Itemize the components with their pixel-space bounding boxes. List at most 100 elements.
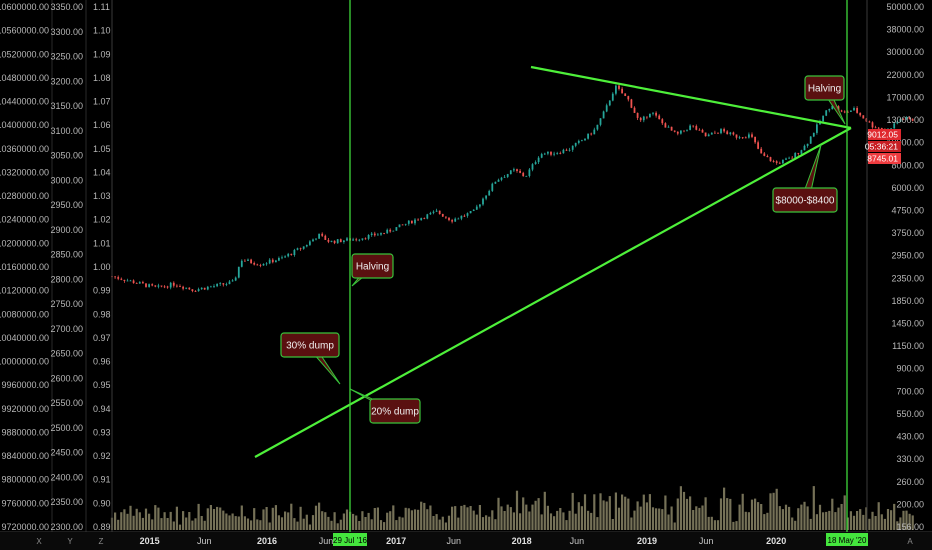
candle-body — [732, 132, 735, 135]
candle-body — [757, 142, 759, 149]
candle-body — [797, 153, 800, 154]
volume-bar — [178, 524, 182, 530]
volume-bar — [250, 520, 253, 530]
volume-bar — [324, 512, 327, 530]
volume-bar — [308, 524, 311, 530]
volume-bar — [246, 518, 250, 530]
candle-body — [553, 153, 555, 155]
volume-bar — [172, 521, 175, 530]
volume-bar — [203, 520, 206, 530]
volume-bar — [219, 507, 222, 530]
left-axis-3-tick-label: 0.92 — [93, 451, 111, 461]
volume-bar — [364, 517, 367, 530]
volume-bar — [120, 512, 123, 530]
x-axis-tick-label: Jun — [446, 536, 461, 546]
candle-body — [543, 153, 546, 155]
left-axis-1-tick-label: 10280000.00 — [0, 191, 49, 201]
volume-bar — [222, 510, 225, 530]
candle-body — [423, 218, 426, 219]
volume-bar — [500, 506, 503, 530]
volume-bar — [302, 518, 305, 530]
left-axis-2-tick-label: 2600.00 — [50, 373, 83, 383]
candle-body — [271, 259, 274, 263]
candle-body — [389, 229, 392, 232]
right-axis-tick-label: 1850.00 — [891, 296, 924, 306]
volume-bar — [784, 504, 788, 530]
axis-scale-button[interactable]: X — [36, 537, 42, 546]
volume-bar — [800, 504, 803, 530]
candle-body — [559, 153, 562, 154]
axis-scale-button[interactable]: Y — [67, 537, 73, 546]
volume-bar — [537, 498, 540, 530]
volume-bar — [132, 515, 135, 530]
volume-bar — [225, 513, 228, 530]
candle-body — [519, 170, 521, 173]
right-axis-tick-label: 13000.00 — [886, 115, 924, 125]
candle-body — [179, 286, 181, 287]
volume-bar — [175, 506, 178, 530]
candle-body — [386, 229, 389, 234]
axis-scale-button[interactable]: A — [907, 537, 913, 546]
volume-bar — [352, 513, 355, 530]
volume-bar — [209, 505, 212, 530]
volume-bar — [661, 509, 664, 530]
volume-bar — [602, 500, 605, 530]
volume-bar — [237, 516, 240, 530]
candle-body — [417, 219, 419, 221]
candle-body — [259, 265, 262, 266]
candle-body — [185, 287, 188, 289]
left-axis-2-tick-label: 2300.00 — [50, 522, 83, 532]
candle-body — [305, 245, 308, 247]
left-axis-1-tick-label: 10120000.00 — [0, 286, 49, 296]
price-tag — [868, 141, 901, 152]
volume-bar — [345, 509, 349, 530]
volume-bar — [890, 510, 893, 530]
x-axis: 2015 Jun 2016 Jun 2017 Jun 2018 Jun 2019 Jun 2020 — [140, 536, 787, 546]
volume-bar — [886, 509, 890, 530]
volume-bar — [590, 512, 593, 530]
volume-bar — [280, 517, 284, 530]
candle-body — [213, 286, 215, 287]
volume-bar — [148, 513, 151, 530]
price-labels: 9012.05 05:36:21 8745.01 — [865, 129, 901, 164]
candle-body — [695, 126, 698, 130]
axis-scale-button[interactable]: Z — [99, 537, 104, 546]
volume-bar — [577, 502, 580, 530]
candle-body — [228, 281, 231, 285]
candle-body — [284, 256, 286, 258]
right-axis-tick-label: 156.00 — [896, 522, 924, 532]
volume-bar — [846, 517, 849, 530]
volume-bar — [639, 506, 642, 530]
candle-body — [880, 128, 883, 130]
candle-body — [219, 283, 222, 284]
callouts: Halving 30% dump 20% dump Halving $8000-$840… — [280, 75, 846, 424]
candle-body — [438, 210, 441, 214]
candle-body — [812, 132, 815, 137]
volume-bar — [253, 508, 256, 530]
candle-body — [506, 174, 509, 177]
left-axis-3-tick-label: 0.96 — [93, 357, 111, 367]
candle-body — [463, 215, 466, 217]
candle-body — [868, 121, 871, 123]
candle-body — [509, 170, 512, 175]
volume-bar — [624, 496, 627, 530]
volume-bar — [549, 513, 553, 530]
volume-bar — [435, 514, 438, 530]
callout-box — [351, 253, 394, 279]
price-tag — [868, 153, 901, 164]
volume-bar — [750, 499, 754, 530]
left-axis-2-tick-label: 2950.00 — [50, 200, 83, 210]
candle-body — [268, 259, 271, 264]
left-axis-3-tick-label: 1.11 — [93, 2, 110, 12]
candle-body — [472, 209, 475, 211]
volume-bar — [772, 492, 775, 530]
candle-body — [191, 289, 194, 291]
volume-bar — [141, 517, 144, 530]
volume-bar — [185, 517, 188, 530]
candle-body — [503, 176, 506, 178]
volume-bar — [822, 512, 825, 530]
candle-body — [321, 233, 324, 236]
volume-bar — [540, 514, 543, 530]
